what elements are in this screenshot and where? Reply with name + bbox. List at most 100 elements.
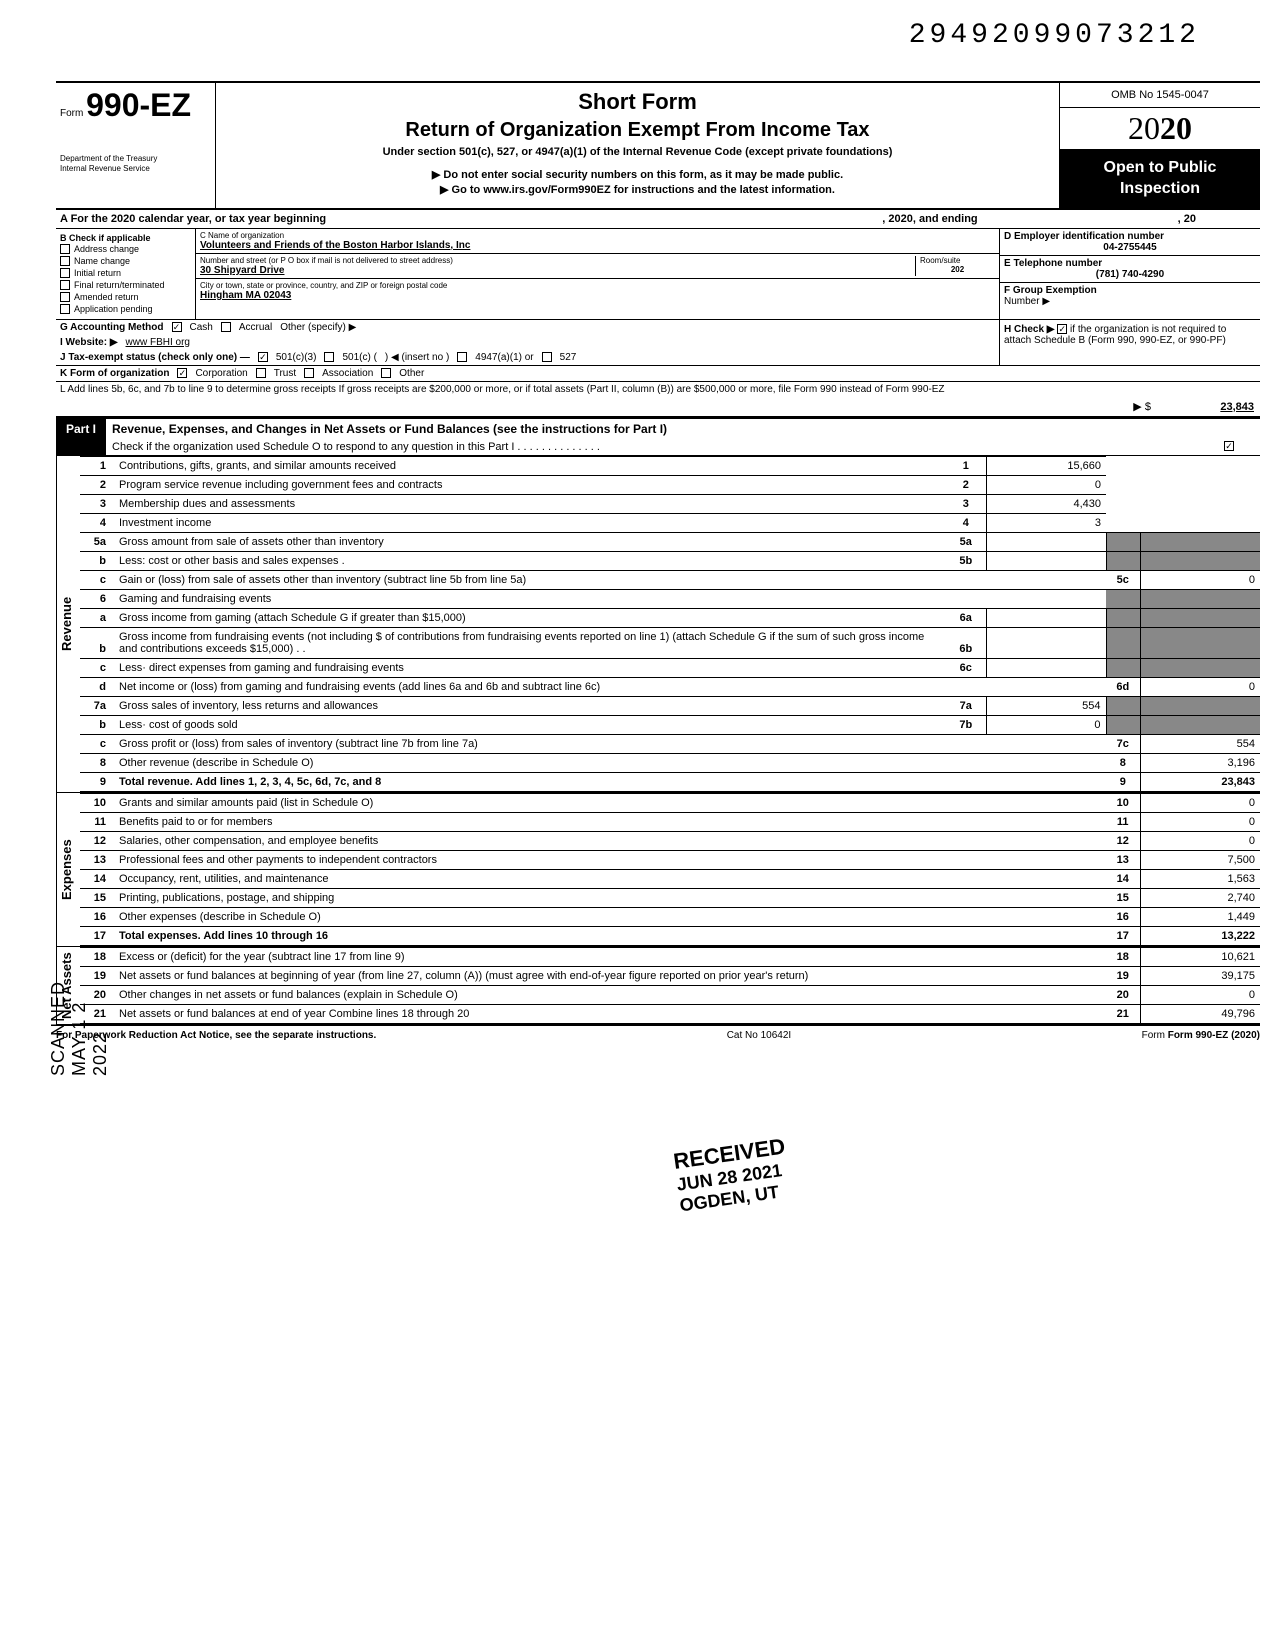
line-8: 8Other revenue (describe in Schedule O)8… xyxy=(80,753,1260,772)
cb-501c[interactable] xyxy=(324,352,334,362)
form-org-label: K Form of organization xyxy=(60,368,169,379)
cb-initial-return[interactable]: Initial return xyxy=(60,267,191,279)
line-6: 6Gaming and fundraising events xyxy=(80,589,1260,608)
form-ref: Form Form 990-EZ (2020) xyxy=(1142,1030,1260,1041)
cb-other-org[interactable] xyxy=(381,368,391,378)
row-h: H Check ▶ ✓ if the organization is not r… xyxy=(1000,320,1260,365)
row-a-label: A For the 2020 calendar year, or tax yea… xyxy=(60,213,326,225)
line-14: 14Occupancy, rent, utilities, and mainte… xyxy=(80,869,1260,888)
527-label: 527 xyxy=(560,352,577,363)
line-17: 17Total expenses. Add lines 10 through 1… xyxy=(80,926,1260,945)
gross-receipts: ▶ $ 23,843 xyxy=(56,397,1260,417)
cb-schedule-b[interactable]: ✓ xyxy=(1057,324,1067,334)
form-id-cell: Form 990-EZ Department of the Treasury I… xyxy=(56,83,216,208)
cb-address-change[interactable]: Address change xyxy=(60,243,191,255)
c-name-label: C Name of organization xyxy=(200,231,995,240)
phone-label: E Telephone number xyxy=(1004,258,1256,269)
cb-4947[interactable] xyxy=(457,352,467,362)
city-value: Hingham MA 02043 xyxy=(200,290,995,301)
line-5c: cGain or (loss) from sale of assets othe… xyxy=(80,570,1260,589)
cb-cash[interactable]: ✓ xyxy=(172,322,182,332)
part-1-header: Part I Revenue, Expenses, and Changes in… xyxy=(56,419,1260,456)
cb-amended[interactable]: Amended return xyxy=(60,291,191,303)
other-method-label: Other (specify) ▶ xyxy=(280,322,356,333)
room-label: Room/suite xyxy=(920,256,995,265)
other-org-label: Other xyxy=(399,368,424,379)
line-5a: 5aGross amount from sale of assets other… xyxy=(80,532,1260,551)
line-6c: cLess· direct expenses from gaming and f… xyxy=(80,658,1260,677)
part-1-check: Check if the organization used Schedule … xyxy=(106,439,1260,455)
line-7a: 7aGross sales of inventory, less returns… xyxy=(80,696,1260,715)
line-5b: bLess: cost or other basis and sales exp… xyxy=(80,551,1260,570)
line-13: 13Professional fees and other payments t… xyxy=(80,850,1260,869)
website-label: I Website: ▶ xyxy=(60,337,118,348)
omb-number: OMB No 1545-0047 xyxy=(1060,83,1260,108)
year-prefix: 20 xyxy=(1128,110,1160,146)
cb-label: Name change xyxy=(74,256,130,266)
street-address: 30 Shipyard Drive xyxy=(200,265,995,276)
form-prefix: Form xyxy=(60,108,83,119)
website-value: www FBHI org xyxy=(126,337,190,348)
footer: For Paperwork Reduction Act Notice, see … xyxy=(56,1026,1260,1045)
title-cell: Short Form Return of Organization Exempt… xyxy=(216,83,1060,208)
revenue-section: Revenue 1Contributions, gifts, grants, a… xyxy=(56,456,1260,793)
cb-pending[interactable]: Application pending xyxy=(60,303,191,315)
gross-arrow: ▶ $ xyxy=(1133,401,1151,413)
cb-final-return[interactable]: Final return/terminated xyxy=(60,279,191,291)
cb-label: Initial return xyxy=(74,268,121,278)
return-title: Return of Organization Exempt From Incom… xyxy=(224,119,1051,142)
row-a-mid: , 2020, and ending xyxy=(882,213,977,225)
cb-association[interactable] xyxy=(304,368,314,378)
open-to-public: Open to Public Inspection xyxy=(1060,150,1260,208)
ein-value: 04-2755445 xyxy=(1004,242,1256,253)
row-g: G Accounting Method ✓ Cash Accrual Other … xyxy=(56,320,999,335)
subtitle: Under section 501(c), 527, or 4947(a)(1)… xyxy=(224,146,1051,158)
line-7c: cGross profit or (loss) from sales of in… xyxy=(80,734,1260,753)
form-header: Form 990-EZ Department of the Treasury I… xyxy=(56,81,1260,210)
room-suite: Room/suite 202 xyxy=(915,256,995,276)
line-16: 16Other expenses (describe in Schedule O… xyxy=(80,907,1260,926)
row-l: L Add lines 5b, 6c, and 7b to line 9 to … xyxy=(56,381,1260,397)
row-j: J Tax-exempt status (check only one) — ✓… xyxy=(56,350,999,365)
corporation-label: Corporation xyxy=(195,368,247,379)
group-exempt-label: F Group Exemption xyxy=(1004,285,1097,296)
received-location: OGDEN, UT xyxy=(678,1180,792,1216)
cb-name-change[interactable]: Name change xyxy=(60,255,191,267)
row-k: K Form of organization ✓Corporation Trus… xyxy=(56,365,1260,381)
cb-corporation[interactable]: ✓ xyxy=(177,368,187,378)
entity-block: B Check if applicable Address change Nam… xyxy=(56,229,1260,320)
expenses-section: Expenses 10Grants and similar amounts pa… xyxy=(56,793,1260,947)
accrual-label: Accrual xyxy=(239,322,272,333)
form-number: 990-EZ xyxy=(86,87,191,123)
row-a-end: , 20 xyxy=(1178,213,1196,225)
cb-schedule-o[interactable]: ✓ xyxy=(1224,441,1234,451)
line-1: 1Contributions, gifts, grants, and simil… xyxy=(80,456,1260,475)
cb-501c3[interactable]: ✓ xyxy=(258,352,268,362)
line-21: 21Net assets or fund balances at end of … xyxy=(80,1004,1260,1023)
ein-label: D Employer identification number xyxy=(1004,231,1256,242)
insert-no-label: ) ◀ (insert no ) xyxy=(385,352,449,363)
cb-527[interactable] xyxy=(542,352,552,362)
cb-accrual[interactable] xyxy=(221,322,231,332)
phone-value: (781) 740-4290 xyxy=(1004,269,1256,280)
501c3-label: 501(c)(3) xyxy=(276,352,317,363)
line-10: 10Grants and similar amounts paid (list … xyxy=(80,793,1260,812)
col-c: C Name of organization Volunteers and Fr… xyxy=(196,229,1000,319)
association-label: Association xyxy=(322,368,373,379)
line-6b: bGross income from fundraising events (n… xyxy=(80,627,1260,658)
line-15: 15Printing, publications, postage, and s… xyxy=(80,888,1260,907)
line-12: 12Salaries, other compensation, and empl… xyxy=(80,831,1260,850)
goto-link: ▶ Go to www.irs.gov/Form990EZ for instru… xyxy=(224,183,1051,196)
cb-label: Application pending xyxy=(74,304,153,314)
part-1-title: Revenue, Expenses, and Changes in Net As… xyxy=(106,419,1260,439)
line-2: 2Program service revenue including gover… xyxy=(80,475,1260,494)
line-11: 11Benefits paid to or for members110 xyxy=(80,812,1260,831)
addr-label: Number and street (or P O box if mail is… xyxy=(200,256,995,265)
cb-trust[interactable] xyxy=(256,368,266,378)
expenses-table: 10Grants and similar amounts paid (list … xyxy=(80,793,1260,946)
cash-label: Cash xyxy=(190,322,213,333)
room-value: 202 xyxy=(920,265,995,274)
short-form-label: Short Form xyxy=(224,89,1051,115)
row-h-label: H Check ▶ xyxy=(1004,324,1054,335)
accounting-method-label: G Accounting Method xyxy=(60,322,164,333)
